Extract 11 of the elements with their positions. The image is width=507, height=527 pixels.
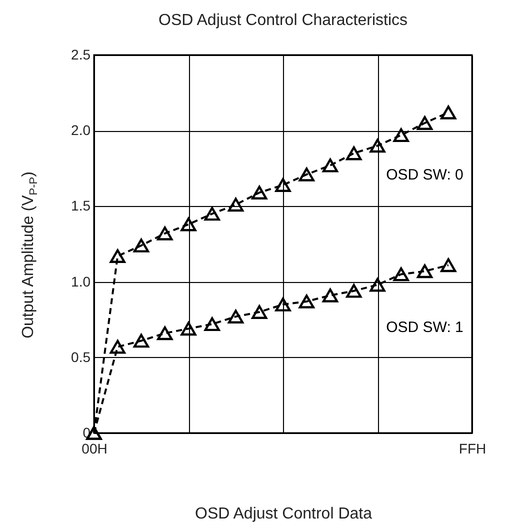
series-label: OSD SW: 1 <box>386 319 464 336</box>
x-tick-label: FFH <box>458 440 486 456</box>
y-tick-label: 2.0 <box>71 122 91 138</box>
series-label: OSD SW: 0 <box>386 166 464 184</box>
chart-title: OSD Adjust Control Characteristics <box>158 12 408 29</box>
y-tick-label: 2.5 <box>71 46 91 62</box>
x-tick-label: 00H <box>82 440 108 456</box>
y-tick-label: 1.0 <box>71 273 91 290</box>
y-tick-label: 0.5 <box>71 348 91 365</box>
x-axis-title: OSD Adjust Control Data <box>195 506 372 522</box>
y-tick-label: 1.5 <box>71 198 91 214</box>
